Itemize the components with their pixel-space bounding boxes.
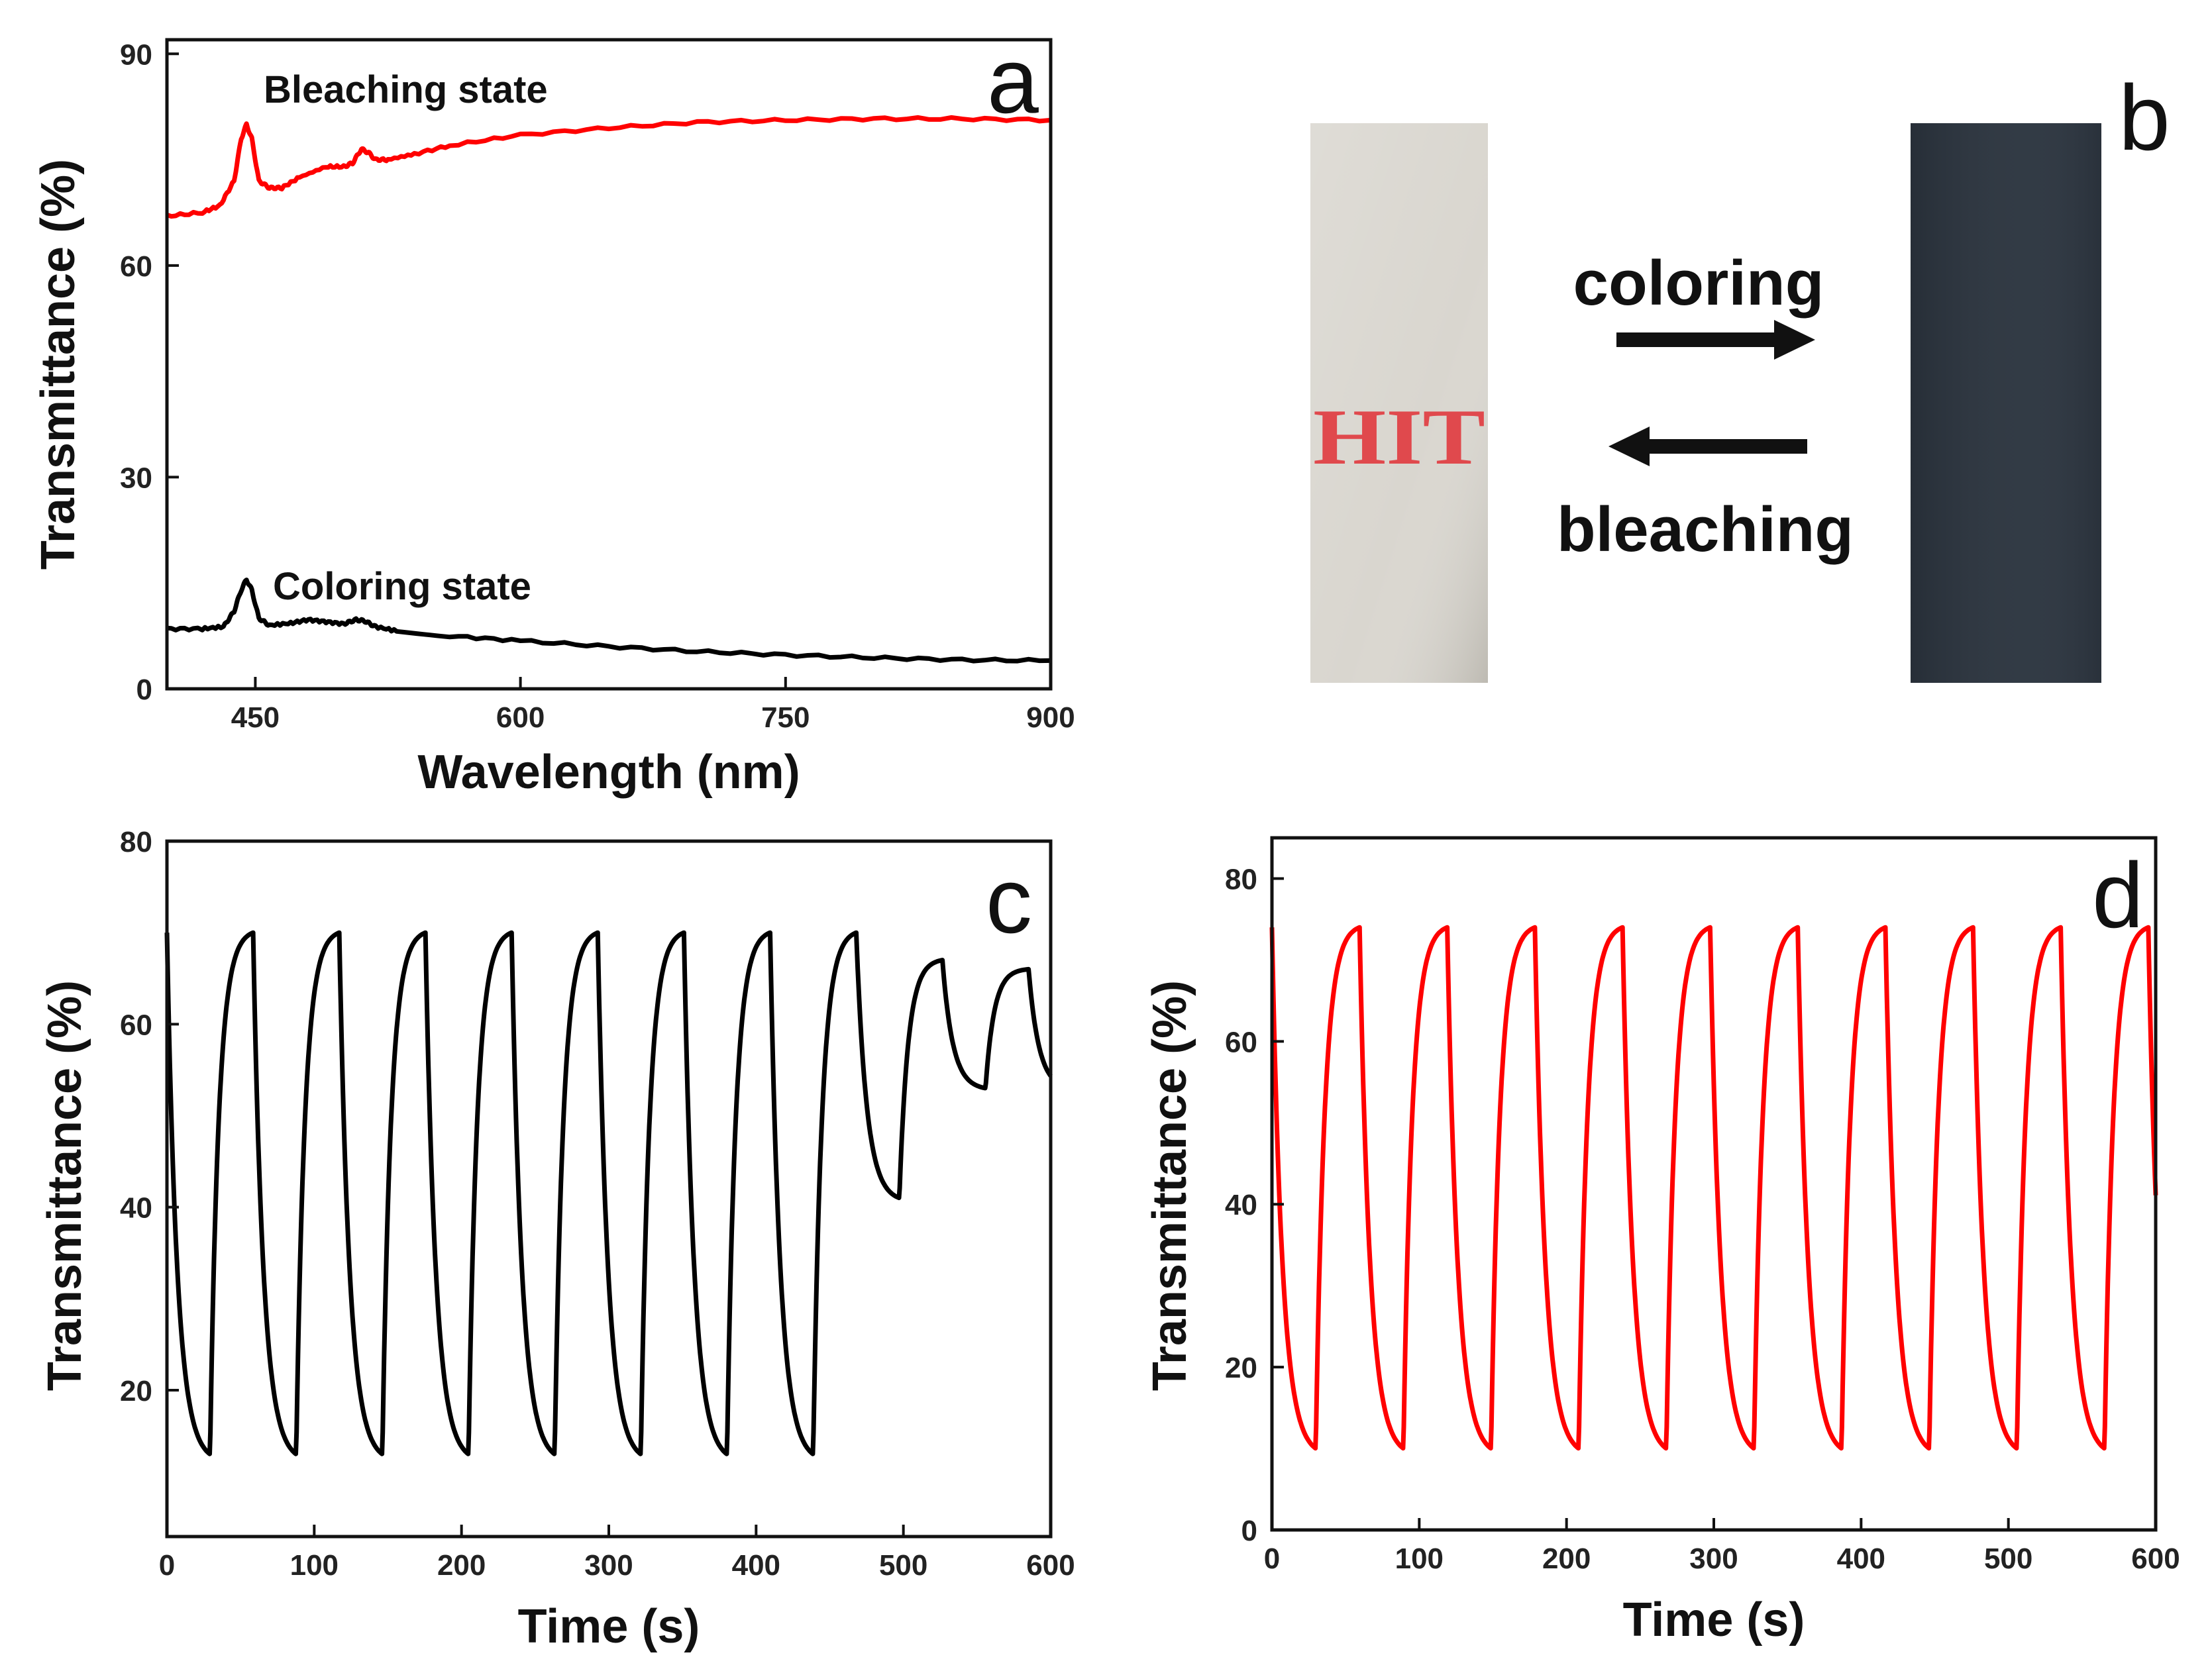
panel-d-x-tick-label: 100: [1395, 1543, 1444, 1575]
panel-a-x-tick-label: 450: [231, 701, 280, 734]
panel-d-y-tick-label: 60: [1225, 1026, 1257, 1058]
panel-a-x-axis-label: Wavelength (nm): [417, 746, 800, 799]
panel-a-y-tick-label: 60: [120, 250, 152, 283]
right-arrow-icon: [1616, 320, 1815, 360]
panel-c-x-tick-label: 100: [290, 1549, 339, 1582]
bleaching-state-line: [166, 115, 1051, 219]
panel-d-x-tick-label: 600: [2131, 1543, 2180, 1575]
panel-a-x-tick-label: 600: [496, 701, 545, 734]
panel-a-y-tick-label: 0: [136, 674, 152, 706]
panel-c-y-tick-label: 60: [120, 1009, 152, 1041]
panel-d-transmittance-line: [1269, 925, 2158, 1451]
panel-a-y-axis-label: Transmittance (%): [32, 159, 85, 570]
panel-c-chart: 0 100 200 300 400 500 600 20 40 60 80 Time (s) Tr…: [38, 826, 1075, 1653]
bleaching-state-annotation: Bleaching state: [264, 68, 548, 111]
panel-c-x-axis-label: Time (s): [518, 1600, 700, 1653]
left-arrow-icon: [1608, 427, 1807, 466]
panel-d-y-tick-label: 0: [1241, 1515, 1257, 1547]
panel-d-chart: 0 100 200 300 400 500 600 0 20 40 60 80 Time (s) T…: [1143, 836, 2180, 1647]
bleached-film-shading: [1310, 123, 1488, 683]
coloring-state-line: [166, 578, 1051, 664]
colored-film-shading: [1911, 123, 2101, 683]
panel-a-label: a: [987, 28, 1039, 132]
panel-a-x-tick-label: 750: [761, 701, 810, 734]
panel-d-x-tick-label: 500: [1984, 1543, 2032, 1575]
sample-hit-text: HIT: [1313, 393, 1485, 481]
panel-c-x-tick-label: 200: [437, 1549, 486, 1582]
panel-c-y-tick-label: 20: [120, 1375, 152, 1407]
panel-c-x-tick-label: 500: [879, 1549, 927, 1582]
coloring-state-annotation: Coloring state: [273, 565, 531, 608]
panel-b-label: b: [2119, 66, 2170, 170]
coloring-label: coloring: [1573, 248, 1824, 319]
bleaching-label: bleaching: [1557, 494, 1854, 565]
panel-c-y-tick-label: 80: [120, 826, 152, 858]
panel-d-x-tick-label: 300: [1689, 1543, 1738, 1575]
panel-d-y-axis-label: Transmittance (%): [1143, 980, 1196, 1391]
panel-c-y-axis-label: Transmittance (%): [38, 980, 91, 1391]
panel-d-x-tick-label: 200: [1542, 1543, 1591, 1575]
panel-c-y-tick-label: 40: [120, 1192, 152, 1225]
panel-c-x-tick-label: 400: [732, 1549, 780, 1582]
panel-a-frame: [165, 38, 1053, 691]
panel-d-x-tick-label: 0: [1264, 1543, 1280, 1575]
panel-d-y-tick-label: 80: [1225, 863, 1257, 895]
panel-d-x-tick-label: 400: [1837, 1543, 1885, 1575]
panel-c-transmittance-line: [164, 930, 1053, 1456]
panel-a-x-tick-label: 900: [1026, 701, 1075, 734]
panel-a-chart: 450 600 750 900 0 30 60 90 Wavelength (nm) Tra…: [32, 28, 1075, 799]
panel-d-label: d: [2092, 843, 2144, 947]
panel-d-y-tick-label: 40: [1225, 1189, 1257, 1221]
panel-c-frame: [165, 839, 1053, 1539]
panel-d-x-axis-label: Time (s): [1623, 1594, 1805, 1647]
panel-c-x-tick-label: 300: [584, 1549, 633, 1582]
panel-c-x-tick-label: 0: [159, 1549, 175, 1582]
panel-a-y-tick-label: 30: [120, 462, 152, 494]
panel-a-y-tick-label: 90: [120, 38, 152, 71]
panel-b-photo: HIT coloring bleaching b: [1310, 66, 2170, 683]
panel-c-label: c: [986, 848, 1032, 952]
panel-c-x-tick-label: 600: [1026, 1549, 1075, 1582]
panel-d-y-tick-label: 20: [1225, 1352, 1257, 1384]
